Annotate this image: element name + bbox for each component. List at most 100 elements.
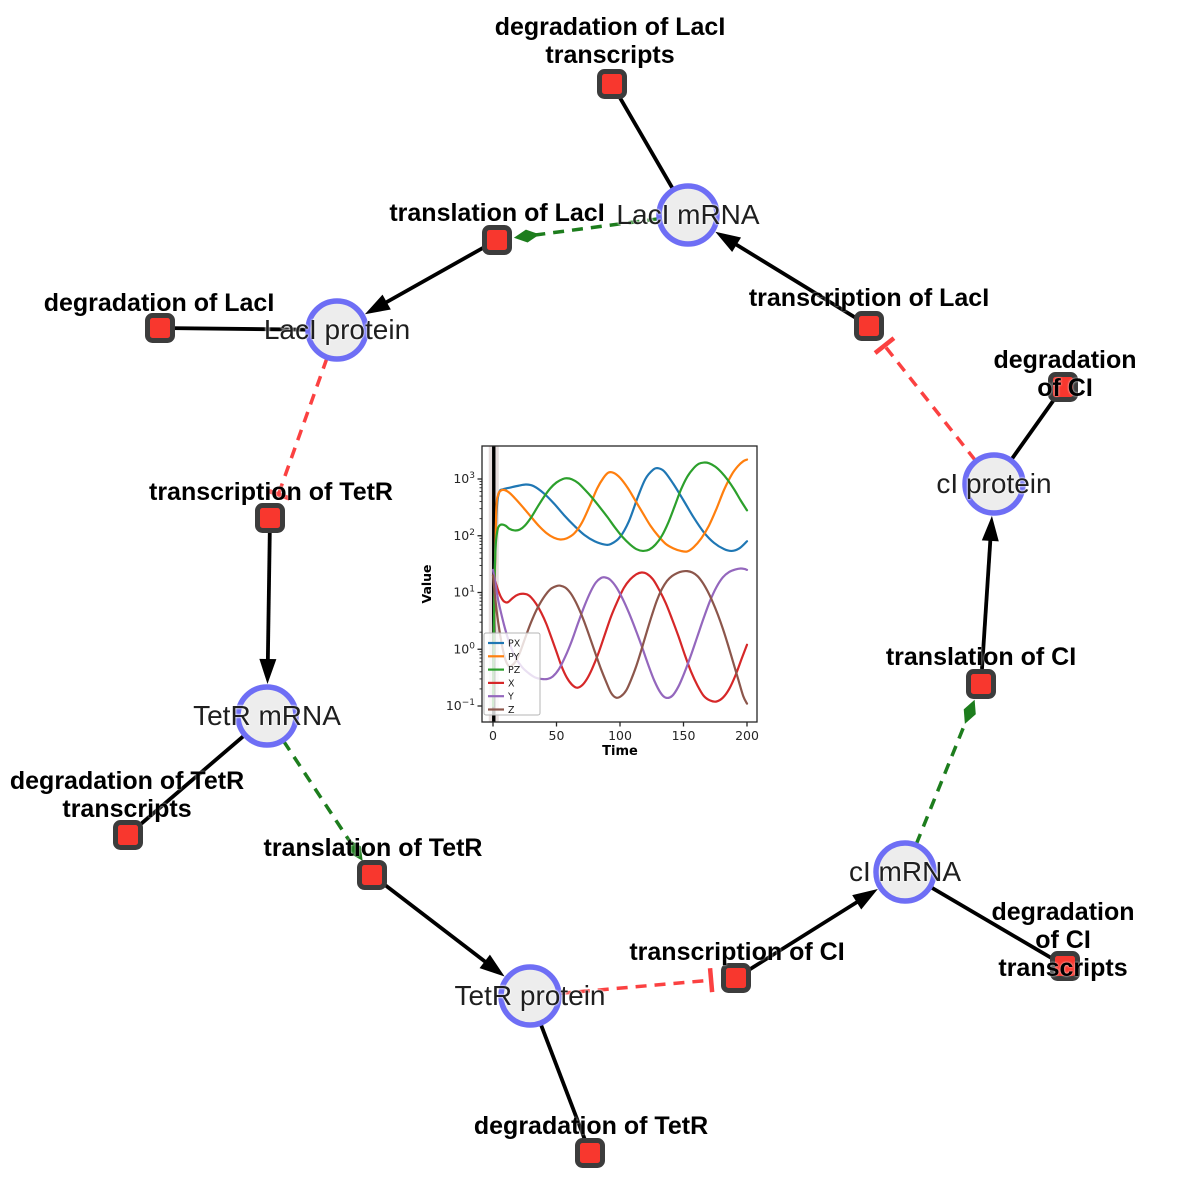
modifier-diamond-icon [963,699,976,724]
edge-modifier-laci-mrna-to-transl-laci [513,217,659,243]
chart-series-PY [491,458,749,703]
edge-line [265,532,272,667]
x-tick-label: 150 [672,728,696,743]
chart-series-PX [491,466,749,698]
reaction-label-transl-laci: translation of LacI [389,199,605,227]
edge-line [276,357,329,496]
legend: PX PY PZ XYZ [483,632,541,716]
x-axis-label: Time [602,744,638,759]
reaction-label-transl-ci: translation of CI [885,643,1077,671]
edge-line [980,533,993,670]
reaction-node-deg-tetr [575,1138,605,1168]
arrowhead-icon [715,231,742,253]
x-tick-label: 50 [549,728,565,743]
y-tick-label: 100 [453,641,475,656]
reaction-label-deg-ci-tx: degradation of CI transcripts [991,898,1135,982]
y-tick-label: 103 [453,471,475,486]
reaction-label-deg-laci-tx: degradation of LacI transcripts [494,13,726,69]
edge-inhibit-ci-protein-to-tx-laci [873,336,977,462]
species-label-ci-protein: cI protein [936,468,1052,499]
edge-line [382,882,492,968]
species-node-laci-mrna [656,183,720,247]
species-label-tetr-protein: TetR protein [454,980,606,1011]
legend-box [483,632,541,716]
x-tick-label: 100 [608,728,632,743]
species-node-tetr-mrna [235,684,299,748]
chart-inset: 0 50 100 150 20010310210110010−1TimeValuePXP… [419,445,759,759]
edge-arrow-tx-laci-to-laci-mrna [715,231,858,320]
y-axis-label: Value [419,564,434,603]
reaction-node-transl-laci [482,225,512,255]
chart-series-X [491,571,749,703]
y-tick-label: 101 [453,585,475,600]
reaction-node-deg-ci [1048,372,1078,402]
reaction-label-deg-ci: degradation of CI [993,346,1137,402]
edge-line [282,740,354,846]
edge-line [914,717,969,845]
edge-arrow-tx-ci-to-ci-mrna [747,889,878,972]
species-label-laci-mrna: LacI mRNA [616,199,760,230]
legend-label-PZ: PZ [508,665,521,676]
inhibit-tbar-icon [873,336,896,355]
arrowhead-icon [479,954,505,977]
x-tick-label: 200 [735,728,759,743]
edge-line [559,978,712,996]
edge-modifier-ci-mrna-to-transl-ci [914,699,976,845]
y-tick-label: 10−1 [446,698,475,713]
node-layer [113,69,1080,1168]
edge-arrow-transl-tetr-to-tetr-protein [382,882,505,977]
edge-line [747,896,864,972]
reaction-label-tx-laci: transcription of LacI [748,284,990,312]
edge-line [533,217,659,237]
reaction-label-transl-tetr: translation of TetR [263,834,483,862]
species-label-laci-protein: LacI protein [263,314,411,345]
edge-arrow-tx-tetr-to-tetr-mrna [259,532,277,685]
reaction-node-tx-ci [721,963,751,993]
arrowhead-icon [852,889,878,910]
edge-line [729,239,858,320]
edge-modifier-tetr-mrna-to-transl-tetr [282,740,363,861]
reaction-node-tx-tetr [255,503,285,533]
edge-line [379,245,485,308]
legend-label-PY: PY [508,652,520,663]
reaction-node-tx-laci [854,311,884,341]
legend-label-PX: PX [508,639,521,650]
reaction-node-deg-laci-tx [597,69,627,99]
species-node-tetr-protein [498,964,562,1028]
species-node-laci-protein [305,298,369,362]
reaction-node-deg-ci-tx [1050,951,1080,981]
modifier-diamond-icon [348,839,363,861]
chart-series-PZ [491,461,749,708]
reaction-node-transl-ci [966,669,996,699]
species-label-tetr-mrna: TetR mRNA [193,700,341,731]
y-tick-label: 102 [453,528,475,543]
reaction-label-deg-laci: degradation of LacI [43,289,275,317]
arrowhead-icon [981,515,999,542]
reaction-label-tx-ci: transcription of CI [629,938,845,966]
reaction-node-deg-tetr-tx [113,820,143,850]
species-node-ci-mrna [873,840,937,904]
reaction-label-deg-tetr-tx: degradation of TetR transcripts [9,767,245,823]
modifier-diamond-icon [513,229,540,243]
species-label-ci-mrna: cI mRNA [849,856,961,887]
legend-label-Z: Z [508,705,515,716]
species-node-ci-protein [962,452,1026,516]
edge-arrow-transl-ci-to-ci-protein [980,515,999,670]
arrowhead-icon [364,294,391,315]
edge-line [883,344,977,462]
inhibit-tbar-icon [707,968,715,993]
inhibit-tbar-icon [266,488,291,501]
arrowhead-icon [259,658,277,685]
reaction-node-transl-tetr [357,860,387,890]
legend-label-Y: Y [507,692,514,703]
edge-inhibit-tetr-protein-to-tx-ci [559,968,715,996]
reaction-label-tx-tetr: transcription of TetR [149,478,393,506]
legend-label-X: X [508,678,515,689]
edge-arrow-transl-laci-to-laci-protein [364,245,485,315]
edge-inhibit-laci-protein-to-tx-tetr [266,357,329,501]
reaction-label-deg-tetr: degradation of TetR [473,1112,709,1140]
x-tick-label: 0 [489,728,497,743]
reaction-node-deg-laci [145,313,175,343]
